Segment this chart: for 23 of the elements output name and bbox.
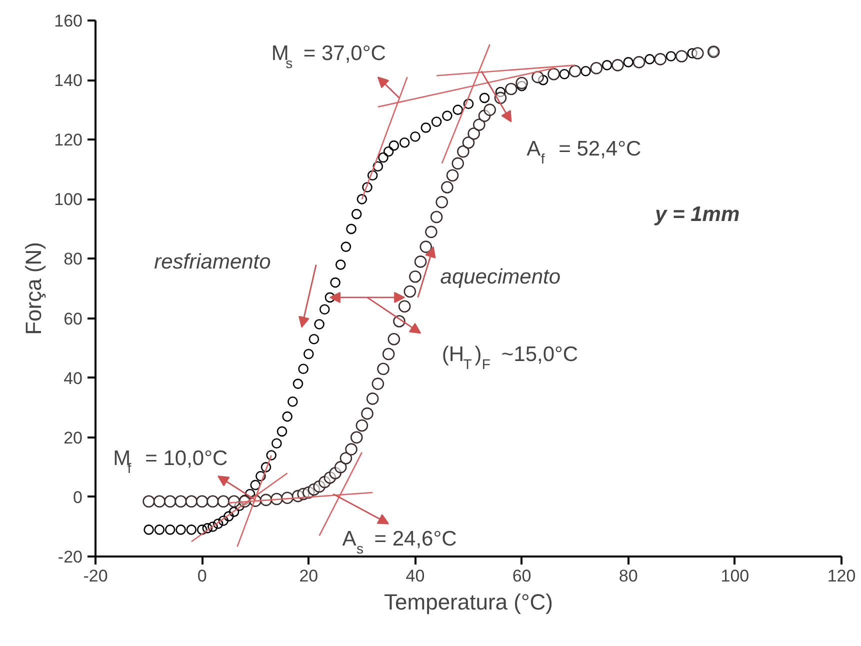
x-tick-label: 120 — [827, 566, 856, 586]
annotation: resfriamento — [154, 250, 272, 274]
y-tick-label: 40 — [64, 368, 83, 388]
y-tick-label: 160 — [54, 12, 83, 30]
x-tick-label: -20 — [83, 566, 108, 586]
y-tick-label: 20 — [64, 428, 83, 448]
annotation: aquecimento — [440, 266, 561, 288]
x-axis-title: Temperatura (°C) — [384, 590, 553, 614]
x-tick-label: 20 — [299, 566, 318, 586]
y-tick-label: -20 — [58, 548, 83, 566]
y-tick-label: 0 — [73, 488, 83, 507]
annotation: y = 1mm — [654, 202, 740, 226]
y-tick-label: 140 — [54, 71, 83, 90]
y-tick-label: 80 — [64, 250, 83, 269]
x-tick-label: 60 — [512, 566, 532, 586]
y-axis-title: Força (N) — [21, 242, 46, 335]
x-tick-label: 100 — [720, 566, 750, 586]
y-tick-label: 100 — [54, 190, 83, 210]
y-tick-label: 60 — [64, 309, 83, 328]
x-tick-label: 0 — [197, 566, 207, 586]
x-tick-label: 40 — [406, 566, 425, 586]
y-tick-label: 120 — [54, 130, 83, 150]
x-tick-label: 80 — [618, 566, 638, 586]
